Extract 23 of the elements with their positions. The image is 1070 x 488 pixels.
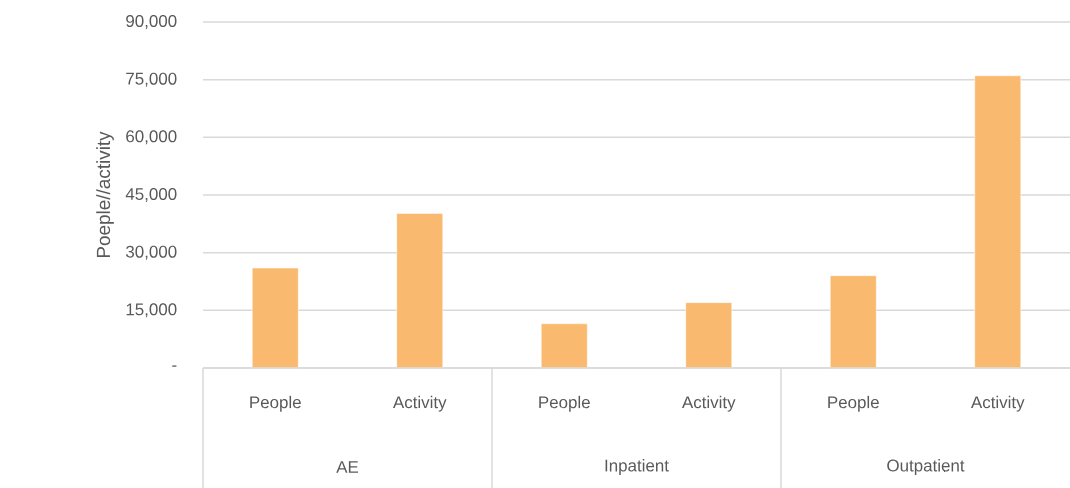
- y-tick-label: 75,000: [126, 72, 177, 87]
- x-tick-label: Activity: [681, 395, 736, 412]
- y-tick-label: 30,000: [125, 245, 177, 260]
- bar: [974, 75, 1022, 369]
- y-tick-label: 45,000: [125, 188, 177, 202]
- bar: [541, 323, 588, 369]
- x-tick-label: Activity: [970, 395, 1025, 412]
- bar: [396, 213, 443, 369]
- y-tick-label: 60,000: [126, 130, 177, 145]
- y-tick-label: -: [172, 365, 177, 367]
- y-tick-label: 15,000: [126, 303, 177, 318]
- bar: [252, 267, 299, 369]
- x-tick-label: People: [250, 395, 301, 412]
- x-tick-label: People: [539, 395, 590, 412]
- text: Outpatient: [887, 459, 965, 475]
- text: Inpatient: [605, 459, 669, 475]
- x-tick-label: People: [828, 395, 879, 412]
- bar: [685, 302, 732, 369]
- y-tick-label: 90,000: [126, 15, 177, 29]
- bar: [830, 275, 877, 369]
- y-axis-title: Poeple//activity: [96, 131, 114, 258]
- text: AE: [336, 461, 359, 473]
- x-tick-label: Activity: [392, 395, 447, 412]
